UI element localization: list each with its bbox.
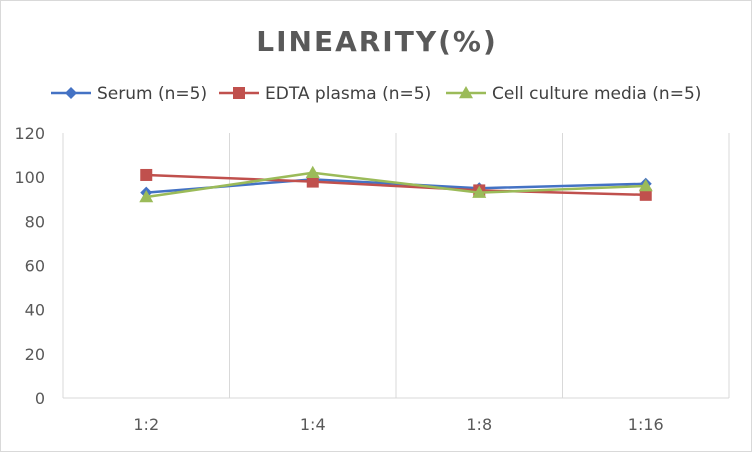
y-tick-label: 0	[35, 389, 45, 408]
legend-swatch-marker	[65, 87, 77, 99]
data-point	[305, 165, 320, 178]
x-tick-label: 1:16	[628, 415, 664, 434]
data-point	[140, 168, 153, 181]
y-tick-label: 60	[25, 257, 45, 276]
data-point	[472, 185, 487, 198]
legend-label: Cell culture media (n=5)	[492, 84, 701, 104]
data-point	[638, 179, 653, 192]
legend-item: Cell culture media (n=5)	[446, 84, 701, 104]
chart-title: LINEARITY(%)	[256, 25, 498, 58]
series-layer	[139, 165, 653, 203]
legend-label: EDTA plasma (n=5)	[265, 84, 431, 104]
legend-swatch-marker	[459, 86, 473, 99]
x-tick-label: 1:4	[300, 415, 326, 434]
series-line	[146, 171, 646, 199]
x-tick-label: 1:2	[133, 415, 159, 434]
data-point	[639, 188, 652, 201]
y-tick-label: 100	[14, 168, 45, 187]
legend: Serum (n=5) EDTA plasma (n=5) Cell culture…	[51, 84, 701, 104]
x-tick-label: 1:8	[466, 415, 492, 434]
legend-item: EDTA plasma (n=5)	[219, 84, 431, 104]
y-tick-label: 80	[25, 212, 45, 231]
y-tick-label: 20	[25, 345, 45, 364]
legend-item: Serum (n=5)	[51, 84, 207, 104]
y-tick-label: 120	[14, 124, 45, 143]
legend-swatch-marker	[233, 87, 245, 99]
y-tick-label: 40	[25, 301, 45, 320]
series-3	[139, 165, 653, 203]
axes: 0 20 40 60 80 100 120 1:2 1:4 1:8 1:16	[14, 124, 729, 434]
data-point	[139, 190, 154, 203]
series-line	[146, 173, 646, 197]
data-point	[306, 175, 319, 188]
legend-label: Serum (n=5)	[97, 84, 207, 104]
